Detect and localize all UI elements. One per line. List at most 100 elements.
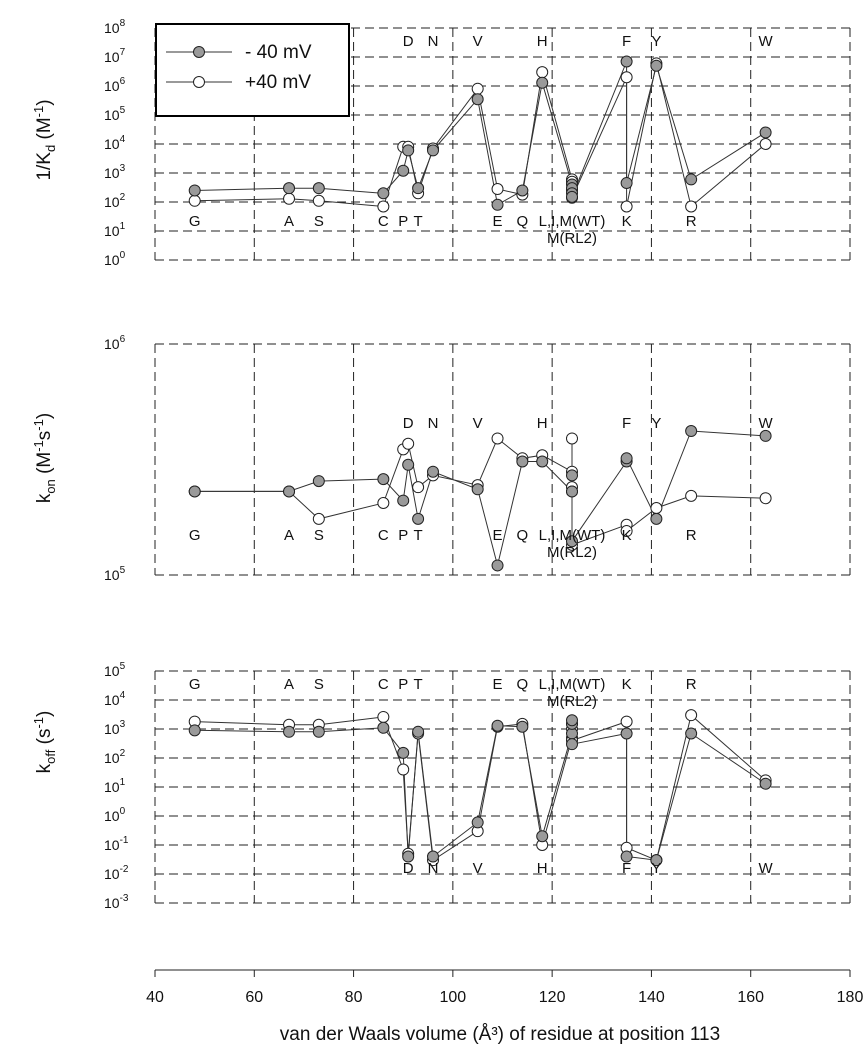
- residue-label: N: [428, 860, 439, 877]
- data-point-minus40: [759, 777, 772, 790]
- y-tick-label: 103: [104, 719, 126, 737]
- data-point-minus40: [427, 850, 439, 863]
- data-point-plus40: [397, 763, 410, 776]
- data-point-plus40: [491, 432, 504, 445]
- data-point-minus40: [412, 512, 425, 525]
- residue-label: S: [314, 213, 324, 230]
- data-point-plus40: [312, 194, 325, 207]
- data-point-plus40: [620, 200, 633, 213]
- data-point-minus40: [471, 483, 484, 496]
- data-point-minus40: [536, 830, 549, 843]
- residue-label: C: [378, 213, 389, 230]
- ylabel-koff: koff (s-1): [31, 711, 58, 774]
- residue-label: K: [622, 527, 632, 544]
- residue-label: P: [398, 676, 408, 693]
- x-axis-label: van der Waals volume (Å³) of residue at …: [280, 1024, 720, 1045]
- residue-label: A: [284, 527, 294, 544]
- x-tick-label: 120: [539, 989, 566, 1006]
- data-point-plus40: [620, 715, 633, 728]
- data-point-minus40: [620, 452, 633, 465]
- y-tick-label: 100: [104, 806, 126, 824]
- data-point-minus40: [759, 429, 772, 442]
- residue-label: T: [414, 213, 423, 230]
- residue-label: Q: [517, 527, 529, 544]
- data-point-plus40: [536, 66, 549, 79]
- data-point-plus40: [620, 71, 633, 84]
- data-point-plus40: [685, 200, 698, 213]
- data-point-minus40: [566, 738, 578, 751]
- series-line-plus40: [194, 714, 766, 862]
- data-point-minus40: [377, 473, 390, 486]
- data-point-minus40: [491, 559, 504, 572]
- series-line-minus40: [194, 720, 766, 861]
- data-point-minus40: [620, 727, 633, 740]
- y-tick-label: 102: [104, 748, 126, 766]
- residue-label: W: [759, 33, 774, 50]
- data-point-minus40: [312, 182, 325, 195]
- residue-label: A: [284, 213, 294, 230]
- data-point-plus40: [620, 525, 633, 538]
- data-point-plus40: [685, 709, 698, 722]
- residue-label: S: [314, 676, 324, 693]
- residue-label: E: [493, 213, 503, 230]
- data-point-plus40: [377, 710, 390, 723]
- residue-label: R: [686, 676, 697, 693]
- data-point-minus40: [650, 59, 663, 72]
- legend-label-plus40: +40 mV: [245, 72, 311, 93]
- data-point-minus40: [685, 727, 698, 740]
- y-tick-label: 105: [104, 661, 126, 679]
- data-point-minus40: [412, 182, 425, 195]
- data-point-minus40: [188, 184, 201, 197]
- residue-label: Q: [517, 676, 529, 693]
- y-tick-label: 106: [104, 76, 126, 94]
- residue-label: K: [622, 676, 632, 693]
- residue-label: P: [398, 527, 408, 544]
- y-tick-label: 108: [104, 18, 126, 36]
- residue-label: W: [759, 860, 774, 877]
- data-point-minus40: [312, 725, 325, 738]
- y-tick-label: 100: [104, 250, 126, 268]
- data-point-plus40: [759, 492, 772, 505]
- residue-label: H: [537, 415, 548, 432]
- data-point-plus40: [402, 437, 415, 450]
- legend-box: [155, 23, 350, 117]
- y-tick-label: 101: [104, 777, 126, 795]
- residue-label: W: [759, 415, 774, 432]
- data-point-plus40: [566, 432, 578, 445]
- data-point-plus40: [685, 489, 698, 502]
- data-point-minus40: [566, 190, 578, 203]
- data-point-plus40: [412, 481, 425, 494]
- residue-label: S: [314, 527, 324, 544]
- data-point-minus40: [536, 76, 549, 89]
- x-tick-label: 140: [638, 989, 665, 1006]
- residue-label: V: [473, 415, 483, 432]
- residue-label: D: [403, 415, 414, 432]
- residue-label: L,I,M(WT): [539, 527, 606, 544]
- y-tick-label: 105: [104, 105, 126, 123]
- residue-label: V: [473, 33, 483, 50]
- data-point-minus40: [377, 721, 390, 734]
- residue-label: Y: [651, 415, 661, 432]
- data-point-plus40: [759, 138, 772, 150]
- data-point-plus40: [377, 200, 390, 213]
- x-tick-label: 160: [737, 989, 764, 1006]
- residue-label: P: [398, 213, 408, 230]
- residue-label: N: [428, 415, 439, 432]
- data-point-minus40: [312, 475, 325, 488]
- data-point-minus40: [397, 746, 410, 759]
- data-point-minus40: [283, 485, 296, 498]
- residue-label: L,I,M(WT): [539, 213, 606, 230]
- residue-label: Q: [517, 213, 529, 230]
- data-point-minus40: [620, 55, 633, 68]
- data-point-minus40: [650, 512, 663, 525]
- residue-label: L,I,M(WT): [539, 676, 606, 693]
- data-point-plus40: [377, 496, 390, 509]
- residue-label: E: [493, 527, 503, 544]
- y-tick-label: 107: [104, 47, 126, 65]
- residue-label: M(RL2): [547, 544, 597, 561]
- data-point-minus40: [620, 850, 633, 863]
- residue-label: R: [686, 213, 697, 230]
